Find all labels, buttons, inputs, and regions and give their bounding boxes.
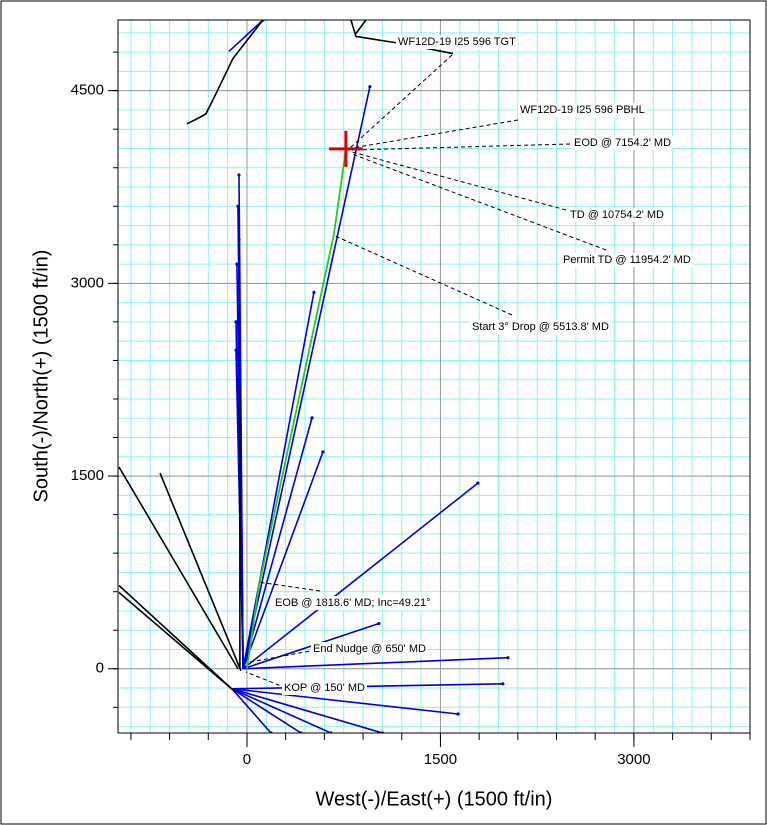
end-point: [377, 621, 381, 626]
x-tick-label: 3000: [617, 751, 650, 768]
well-path: [231, 688, 383, 733]
annotation: Start 3° Drop @ 5513.8' MD: [472, 321, 609, 333]
leader-line: [332, 234, 513, 316]
end-point: [456, 712, 460, 716]
annotation-bg: [561, 253, 693, 267]
annotation: End Nudge @ 650' MD: [313, 643, 426, 655]
well-path: [118, 584, 235, 692]
end-point: [321, 450, 325, 454]
well-path: [355, 20, 367, 34]
leader-line: [351, 119, 519, 149]
y-tick-label: 0: [96, 660, 104, 677]
end-point: [506, 656, 510, 660]
well-path: [242, 417, 313, 669]
plot: [118, 20, 510, 733]
well-path: [228, 20, 264, 53]
well-path: [246, 148, 347, 669]
annotation: WF12D-19 I25 596 PBHL: [520, 104, 645, 116]
plot-border: [117, 19, 751, 734]
leader-line: [351, 143, 571, 151]
leader-line: [349, 54, 453, 149]
leader-line: [351, 153, 607, 251]
well-path: [232, 682, 503, 690]
end-point: [368, 85, 372, 89]
well-path: [231, 688, 459, 715]
annotation-bg: [518, 103, 647, 117]
end-point: [312, 290, 316, 294]
annotation: KOP @ 150' MD: [284, 682, 365, 694]
well-path: [242, 451, 324, 670]
annotation-bg: [572, 136, 674, 150]
well-path: [242, 482, 479, 670]
annotation-bg: [311, 642, 428, 656]
well-path: [159, 472, 242, 672]
annotation: WF12D-19 I25 596 TGT: [398, 36, 516, 48]
well-path: [231, 688, 272, 733]
annotation-bg: [568, 208, 666, 222]
end-point: [501, 682, 505, 686]
y-tick-label: 4500: [71, 82, 104, 99]
well-path: [231, 688, 302, 733]
leader-line: [245, 671, 287, 689]
well-path: [243, 656, 508, 670]
end-point: [237, 173, 241, 177]
well-path: [242, 292, 315, 669]
annotation-bg: [470, 320, 611, 334]
well-path: [242, 86, 371, 669]
well-path: [231, 688, 332, 733]
leader-line: [351, 151, 567, 211]
end-point: [310, 416, 314, 420]
end-point: [235, 262, 239, 266]
x-tick-label: 0: [243, 751, 251, 768]
annotation-bg: [273, 596, 433, 610]
target: [328, 130, 363, 167]
end-point: [234, 348, 238, 352]
end-point: [234, 320, 238, 324]
end-point: [237, 238, 241, 242]
annotation: Permit TD @ 11954.2' MD: [563, 254, 691, 266]
annotation-bg: [282, 681, 367, 695]
leader-line: [257, 581, 321, 592]
end-point: [236, 204, 240, 208]
y-tick-label: 3000: [71, 274, 104, 291]
x-axis-label: West(-)/East(+) (1500 ft/in): [316, 788, 553, 810]
well-path: [118, 466, 239, 670]
annotation: TD @ 10754.2' MD: [570, 209, 664, 221]
y-axis-label: South(-)/North(+) (1500 ft/in): [30, 250, 52, 503]
x-tick-label: 1500: [424, 751, 457, 768]
y-tick-label: 1500: [71, 467, 104, 484]
well-path: [186, 20, 264, 125]
end-point: [476, 481, 480, 485]
well-path: [118, 591, 235, 692]
annotation: EOD @ 7154.2' MD: [574, 137, 671, 149]
annotation-bg: [396, 35, 518, 49]
annotation: EOB @ 1818.6' MD; Inc=49.21°: [275, 597, 431, 609]
